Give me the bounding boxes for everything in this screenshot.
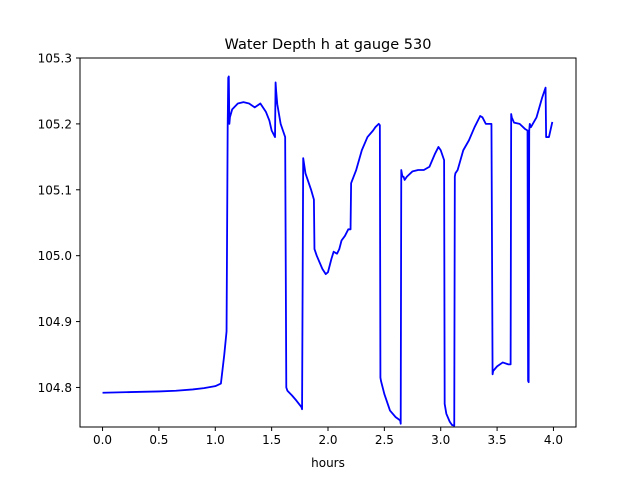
x-tick-label: 0.0 bbox=[93, 433, 112, 447]
y-tick-label: 104.8 bbox=[38, 381, 72, 395]
x-tick-label: 1.0 bbox=[206, 433, 225, 447]
y-axis: 104.8 104.9 105.0 105.1 105.2 105.3 bbox=[38, 52, 80, 395]
y-tick-label: 105.2 bbox=[38, 117, 72, 131]
plot-area bbox=[102, 75, 554, 427]
x-tick-label: 2.0 bbox=[318, 433, 337, 447]
y-tick-label: 105.0 bbox=[38, 249, 72, 263]
y-tick-label: 104.9 bbox=[38, 315, 72, 329]
x-axis: 0.0 0.5 1.0 1.5 2.0 2.5 3.0 3.5 4.0 bbox=[93, 427, 563, 447]
x-tick-label: 2.5 bbox=[375, 433, 394, 447]
y-tick-label: 105.1 bbox=[38, 183, 72, 197]
x-tick-label: 4.0 bbox=[544, 433, 563, 447]
x-tick-label: 0.5 bbox=[149, 433, 168, 447]
x-tick-label: 1.5 bbox=[262, 433, 281, 447]
x-axis-label: hours bbox=[311, 456, 345, 470]
x-tick-label: 3.0 bbox=[431, 433, 450, 447]
x-tick-label: 3.5 bbox=[488, 433, 507, 447]
series-line bbox=[102, 75, 554, 427]
y-tick-label: 105.3 bbox=[38, 52, 72, 66]
chart-title: Water Depth h at gauge 530 bbox=[225, 37, 432, 53]
